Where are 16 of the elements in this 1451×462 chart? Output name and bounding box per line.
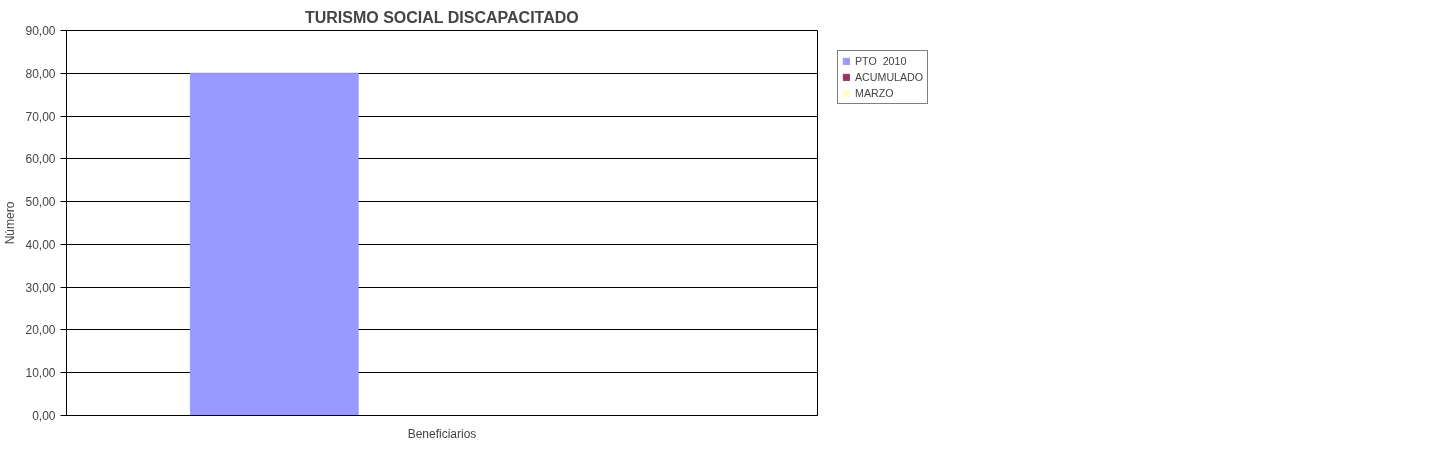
y-tick-label: 0,00 <box>32 409 56 423</box>
y-tick-label: 70,00 <box>25 109 56 124</box>
y-tick-label: 60,00 <box>25 152 56 167</box>
y-tick-label: 50,00 <box>25 195 56 210</box>
y-tick-label: 40,00 <box>25 237 56 252</box>
y-tick-label: 90,00 <box>25 24 56 38</box>
legend-label: PTO 2010 <box>855 55 907 67</box>
legend-label: MARZO <box>855 87 894 99</box>
legend-label: ACUMULADO <box>855 71 924 83</box>
y-tick-label: 20,00 <box>25 323 56 338</box>
y-tick-label: 10,00 <box>25 366 56 381</box>
y-tick-label: 30,00 <box>25 280 56 295</box>
chart-title: TURISMO SOCIAL DISCAPACITADO <box>304 8 579 26</box>
y-tick-label: 80,00 <box>25 66 56 81</box>
x-axis-title: Beneficiarios <box>407 426 477 441</box>
y-axis-title: Número <box>3 201 18 245</box>
